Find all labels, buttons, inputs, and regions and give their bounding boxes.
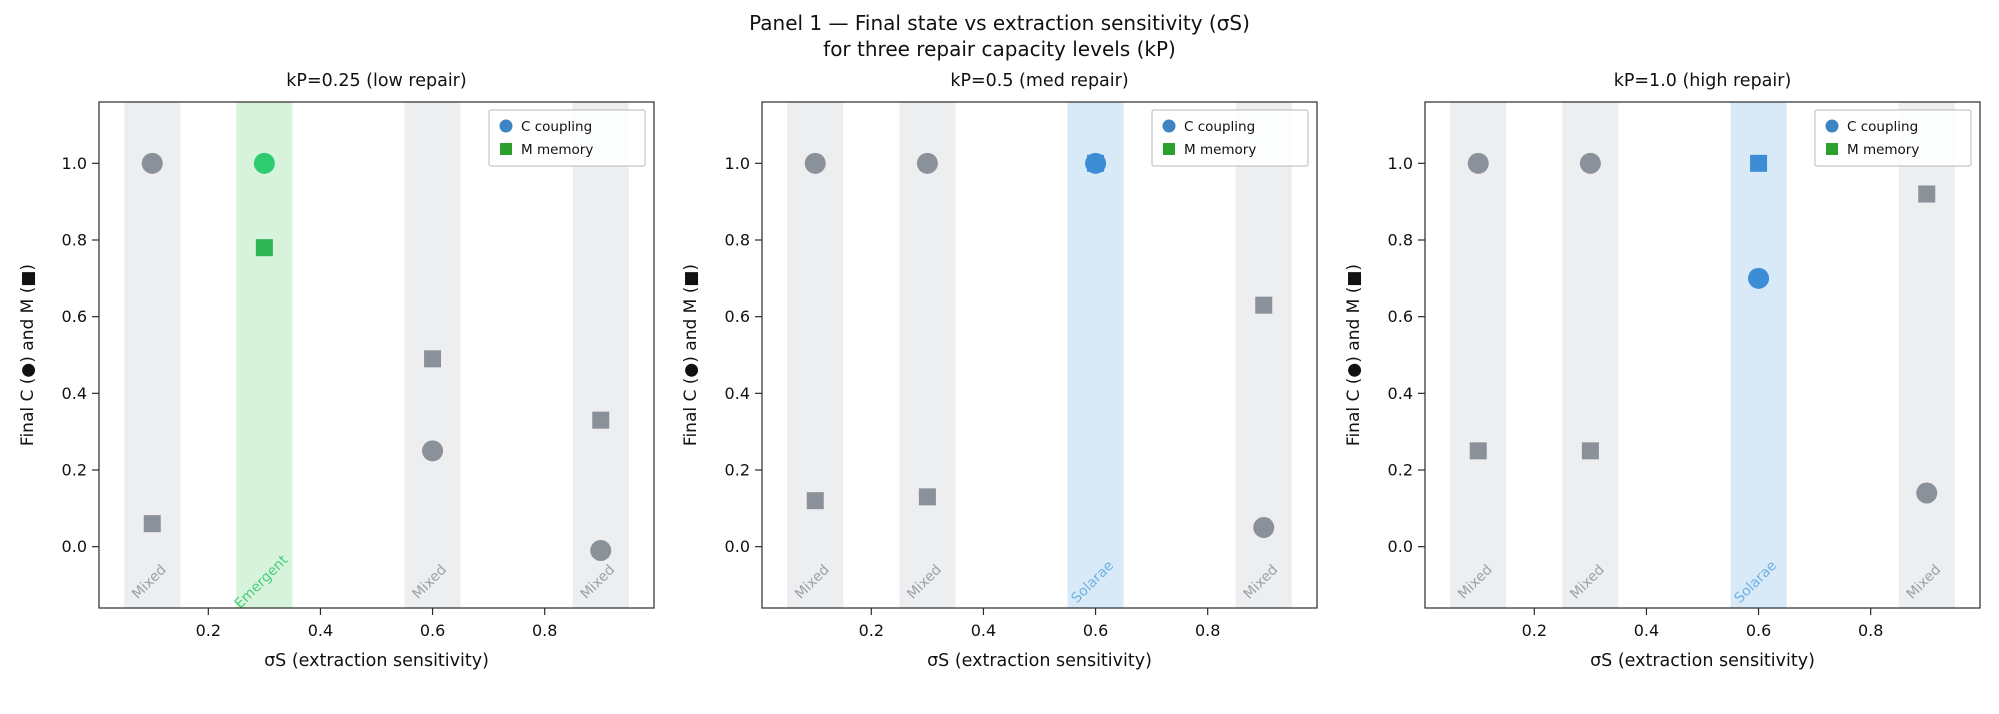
data-point-square-M — [1254, 296, 1272, 314]
y-tick-label: 0.6 — [1387, 307, 1412, 326]
legend-square-marker — [499, 143, 512, 155]
regime-band — [1561, 102, 1618, 608]
y-tick-label: 0.8 — [61, 231, 86, 250]
y-tick-label: 0.8 — [724, 231, 749, 250]
y-tick-label: 0.8 — [1387, 231, 1412, 250]
data-point-square-M — [255, 239, 273, 257]
data-point-circle-C — [141, 152, 163, 174]
legend-label-c: C coupling — [1847, 119, 1918, 135]
y-tick-label: 0.0 — [724, 537, 749, 556]
data-point-square-M — [1749, 154, 1767, 172]
data-point-square-M — [423, 350, 441, 368]
regime-band — [1730, 102, 1787, 608]
regime-band — [786, 102, 843, 608]
x-tick-label: 0.8 — [1194, 621, 1219, 640]
legend-square-marker — [1162, 143, 1175, 155]
x-tick-label: 0.4 — [1633, 621, 1658, 640]
y-tick-label: 0.0 — [1387, 537, 1412, 556]
data-point-circle-C — [1252, 517, 1274, 538]
legend-label-c: C coupling — [521, 119, 592, 135]
x-tick-label: 0.8 — [1857, 621, 1882, 640]
legend-square-marker — [1825, 143, 1838, 155]
axes-spines — [760, 101, 1318, 609]
data-point-square-M — [1917, 185, 1935, 203]
regime-band — [1898, 102, 1955, 608]
legend-circle-marker — [1825, 119, 1838, 133]
data-point-circle-C — [1467, 152, 1489, 174]
y-tick-label: 1.0 — [61, 154, 86, 173]
legend-circle-marker — [1162, 119, 1175, 133]
data-point-square-M — [918, 488, 936, 506]
legend-label-c: C coupling — [1184, 119, 1255, 135]
axes-spines — [1423, 101, 1981, 609]
legend-box — [488, 109, 645, 167]
legend-label-m: M memory — [1847, 142, 1919, 158]
legend-label-m: M memory — [1184, 142, 1256, 158]
regime-band — [235, 102, 292, 608]
y-tick-label: 0.0 — [61, 537, 86, 556]
data-point-circle-C — [421, 440, 443, 462]
y-tick-label: 0.2 — [61, 461, 86, 480]
x-axis-label: σS (extraction sensitivity) — [927, 651, 1152, 671]
x-tick-label: 0.4 — [970, 621, 995, 640]
x-tick-label: 0.6 — [1082, 621, 1107, 640]
regime-band — [1449, 102, 1506, 608]
axes-spines — [97, 101, 655, 609]
x-tick-label: 0.6 — [419, 621, 444, 640]
y-tick-label: 1.0 — [724, 154, 749, 173]
y-tick-label: 0.4 — [61, 384, 86, 403]
figure-title-line2: for three repair capacity levels (kP) — [823, 37, 1176, 61]
x-tick-label: 0.4 — [307, 621, 332, 640]
panels-row: Mixed Emergent Mixed Mixed 0.2 0.4 0.6 0.8 0.0 0.… — [0, 62, 1999, 691]
data-point-circle-C — [253, 152, 275, 174]
x-tick-label: 0.6 — [1745, 621, 1770, 640]
y-axis-label: Final C (●) and M (■) — [18, 264, 38, 446]
y-tick-label: 0.2 — [724, 461, 749, 480]
data-point-circle-C — [1747, 267, 1769, 289]
x-tick-label: 0.2 — [195, 621, 220, 640]
y-tick-label: 1.0 — [1387, 154, 1412, 173]
x-tick-label: 0.2 — [1521, 621, 1546, 640]
data-point-square-M — [143, 515, 161, 533]
data-point-square-M — [806, 492, 824, 510]
x-tick-label: 0.2 — [858, 621, 883, 640]
figure-title: Panel 1 — Final state vs extraction sens… — [0, 0, 1999, 62]
y-tick-label: 0.4 — [1387, 384, 1412, 403]
data-point-square-M — [1469, 442, 1487, 460]
y-axis-label: Final C (●) and M (■) — [681, 264, 701, 446]
legend-box — [1151, 109, 1308, 167]
x-tick-label: 0.8 — [531, 621, 556, 640]
legend-circle-marker — [499, 119, 512, 133]
data-point-circle-C — [916, 152, 938, 174]
data-point-circle-C — [1915, 482, 1937, 504]
data-point-circle-C — [1084, 152, 1106, 174]
panel-title: kP=0.5 (med repair) — [950, 71, 1128, 91]
panel-title: kP=0.25 (low repair) — [286, 71, 466, 91]
panel-title: kP=1.0 (high repair) — [1613, 71, 1791, 91]
legend-label-m: M memory — [521, 142, 593, 158]
y-tick-label: 0.2 — [1387, 461, 1412, 480]
y-tick-label: 0.6 — [61, 307, 86, 326]
y-tick-label: 0.6 — [724, 307, 749, 326]
regime-band — [898, 102, 955, 608]
legend-box — [1814, 109, 1971, 167]
y-tick-label: 0.4 — [724, 384, 749, 403]
data-point-circle-C — [804, 152, 826, 174]
data-point-circle-C — [1579, 152, 1601, 174]
x-axis-label: σS (extraction sensitivity) — [264, 651, 489, 671]
data-point-circle-C — [589, 540, 611, 561]
regime-band — [1067, 102, 1124, 608]
data-point-square-M — [591, 411, 609, 429]
y-axis-label: Final C (●) and M (■) — [1344, 264, 1364, 446]
x-axis-label: σS (extraction sensitivity) — [1590, 651, 1815, 671]
figure-title-line1: Panel 1 — Final state vs extraction sens… — [749, 11, 1250, 35]
data-point-square-M — [1581, 442, 1599, 460]
regime-band — [572, 102, 629, 608]
